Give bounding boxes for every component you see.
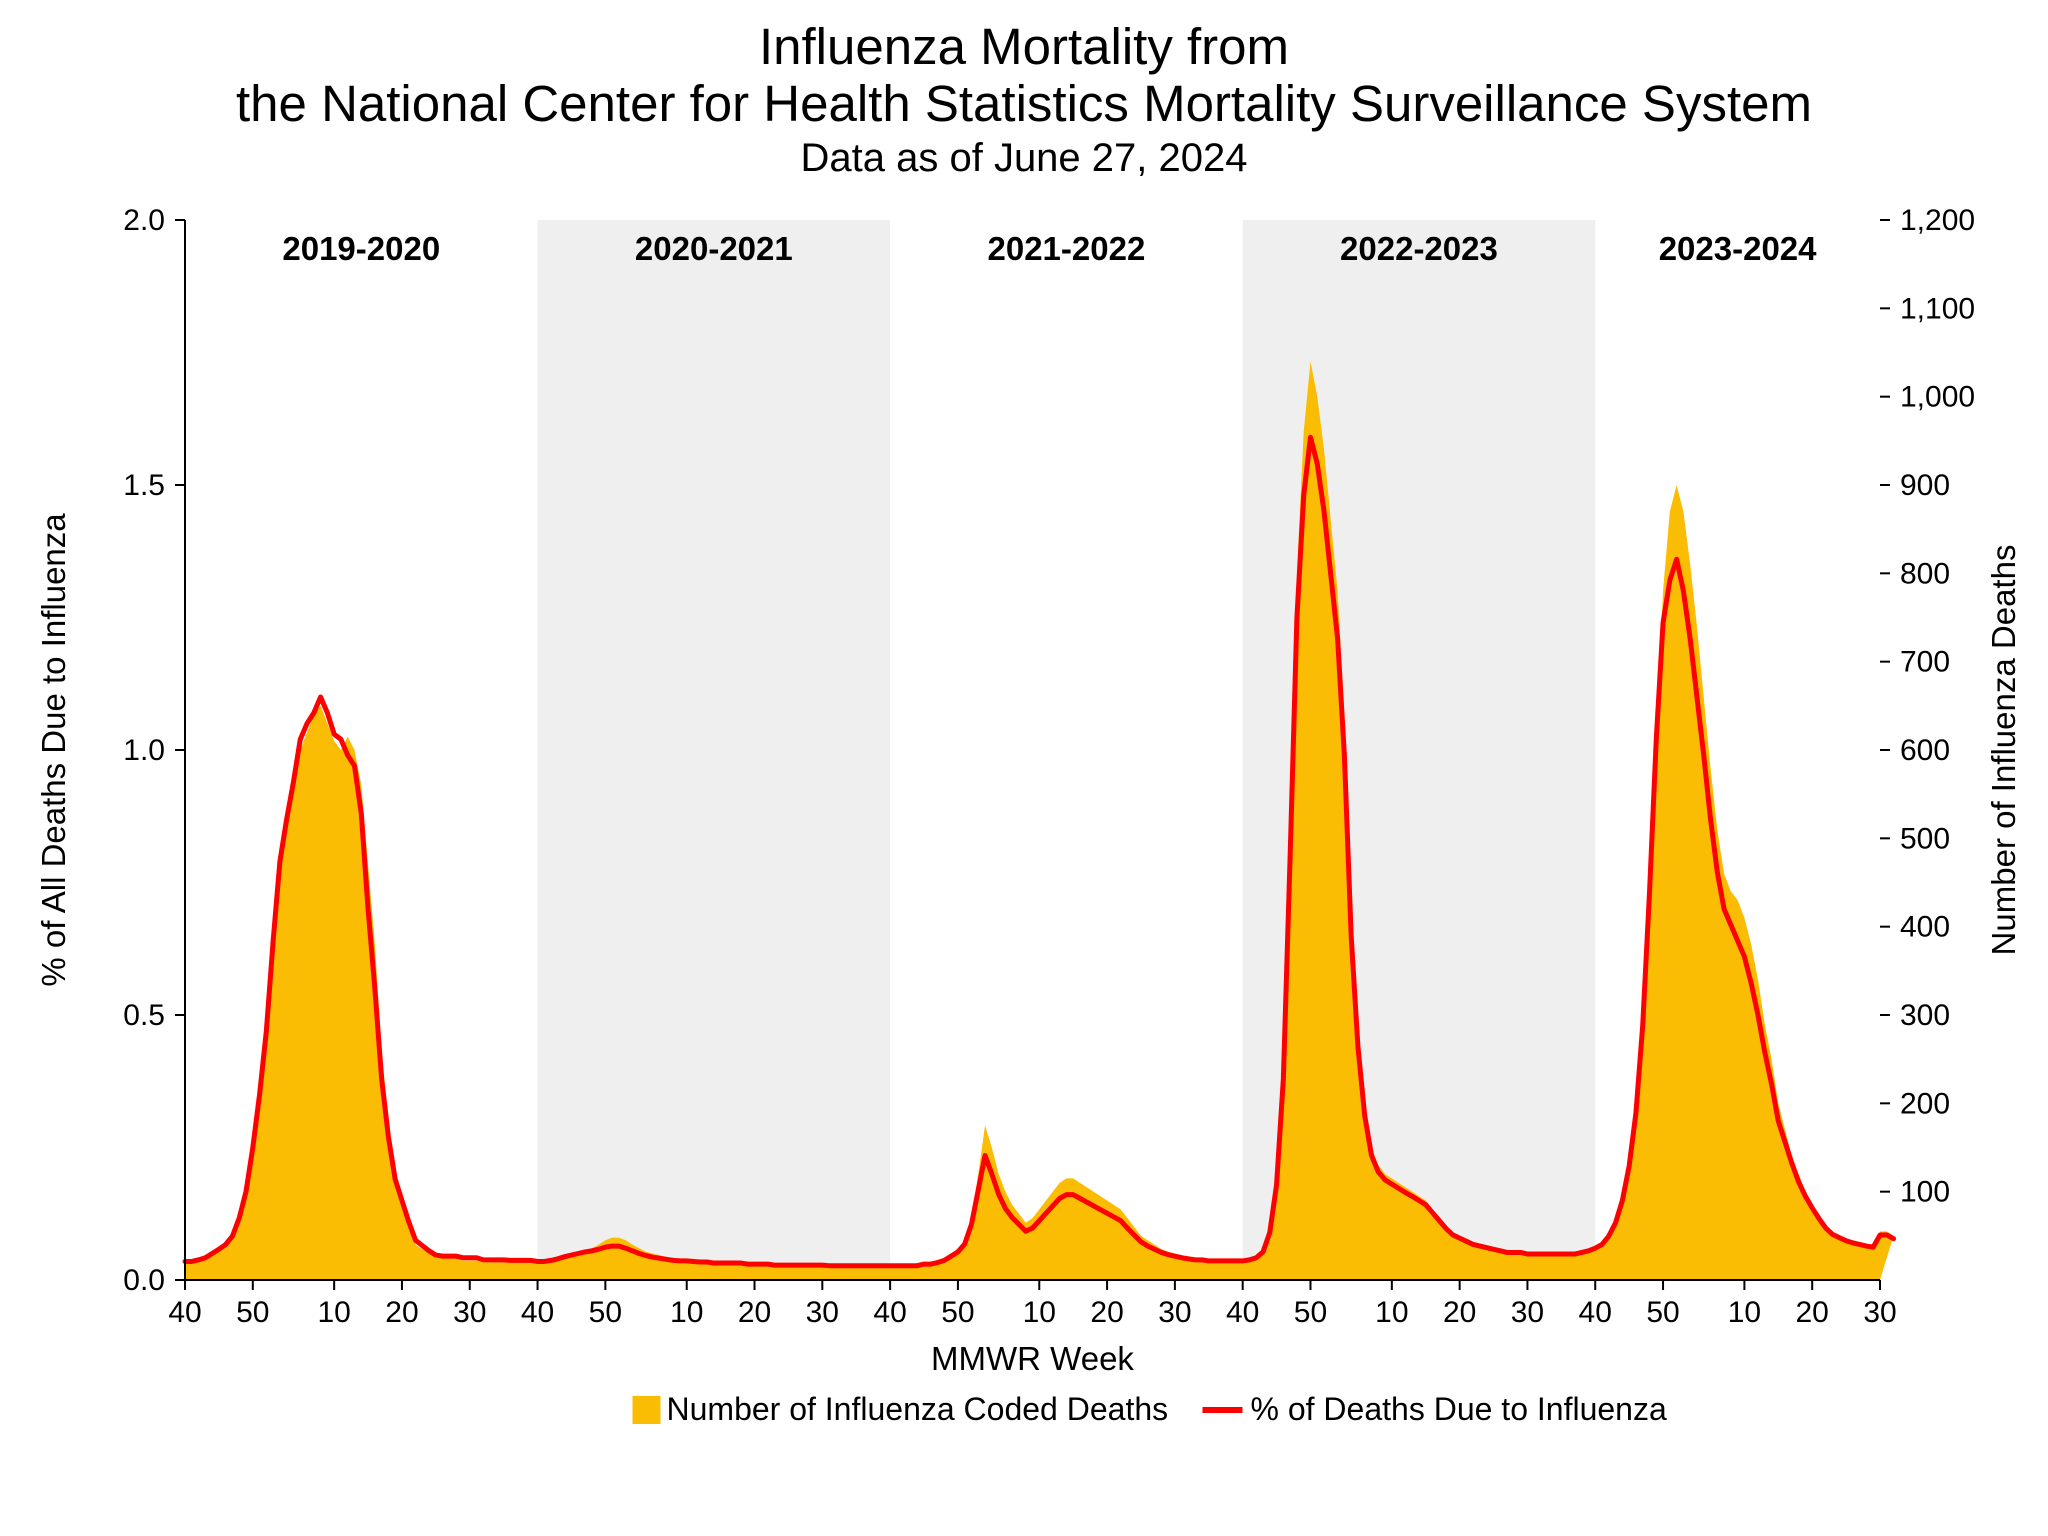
x-tick-label: 30: [1863, 1296, 1896, 1329]
y-right-tick-label: 100: [1900, 1176, 1950, 1209]
x-tick-label: 20: [738, 1296, 771, 1329]
x-tick-label: 50: [941, 1296, 974, 1329]
legend-line-label: % of Deaths Due to Influenza: [1251, 1391, 1667, 1427]
x-tick-label: 30: [453, 1296, 486, 1329]
x-tick-label: 30: [1158, 1296, 1191, 1329]
y-right-tick-label: 1,000: [1900, 381, 1975, 414]
x-tick-label: 10: [1375, 1296, 1408, 1329]
x-tick-label: 10: [670, 1296, 703, 1329]
y-right-tick-label: 700: [1900, 646, 1950, 679]
y-right-tick-label: 900: [1900, 469, 1950, 502]
y-left-tick-label: 1.0: [123, 734, 165, 767]
x-tick-label: 40: [1226, 1296, 1259, 1329]
title-line2: the National Center for Health Statistic…: [0, 75, 2048, 132]
x-tick-label: 50: [236, 1296, 269, 1329]
y-left-tick-label: 2.0: [123, 204, 165, 237]
x-tick-label: 20: [1090, 1296, 1123, 1329]
y-right-tick-label: 1,100: [1900, 292, 1975, 325]
title-line1: Influenza Mortality from: [0, 18, 2048, 75]
y-right-tick-label: 800: [1900, 557, 1950, 590]
x-tick-label: 20: [385, 1296, 418, 1329]
x-tick-label: 10: [1023, 1296, 1056, 1329]
y-left-tick-label: 1.5: [123, 469, 165, 502]
x-tick-label: 40: [873, 1296, 906, 1329]
y-left-tick-label: 0.5: [123, 999, 165, 1032]
chart-area: 0.0 0.5 1.0 1.5 2.0 100 200 300 400 500 600 700 800 9…: [0, 190, 2048, 1450]
y-right-tick-label: 200: [1900, 1087, 1950, 1120]
x-tick-label: 10: [317, 1296, 350, 1329]
season-label: 2021-2022: [987, 230, 1145, 267]
x-tick-label: 40: [521, 1296, 554, 1329]
x-tick-label: 30: [1511, 1296, 1544, 1329]
x-tick-label: 50: [1294, 1296, 1327, 1329]
x-tick-label: 10: [1728, 1296, 1761, 1329]
x-tick-label: 20: [1443, 1296, 1476, 1329]
legend-area-swatch: [633, 1396, 661, 1424]
y-right-tick-label: 600: [1900, 734, 1950, 767]
page: Influenza Mortality from the National Ce…: [0, 0, 2048, 1536]
x-tick-label: 50: [1646, 1296, 1679, 1329]
season-label: 2020-2021: [635, 230, 793, 267]
x-axis-label: MMWR Week: [931, 1340, 1134, 1377]
y-right-axis-label: Number of Influenza Deaths: [1985, 545, 2022, 956]
y-right-tick-label: 300: [1900, 999, 1950, 1032]
area-deaths: [185, 361, 1894, 1280]
season-label: 2022-2023: [1340, 230, 1498, 267]
x-tick-label: 20: [1796, 1296, 1829, 1329]
y-right-tick-label: 400: [1900, 911, 1950, 944]
x-tick-label: 30: [806, 1296, 839, 1329]
x-tick-label: 40: [168, 1296, 201, 1329]
y-left-tick-label: 0.0: [123, 1264, 165, 1297]
titles: Influenza Mortality from the National Ce…: [0, 0, 2048, 181]
season-label: 2019-2020: [282, 230, 440, 267]
chart-svg: 0.0 0.5 1.0 1.5 2.0 100 200 300 400 500 600 700 800 9…: [0, 190, 2048, 1450]
y-right-tick-label: 1,200: [1900, 204, 1975, 237]
season-label: 2023-2024: [1659, 230, 1817, 267]
season-shade: [538, 220, 891, 1280]
legend-area-label: Number of Influenza Coded Deaths: [667, 1391, 1169, 1427]
x-tick-label: 40: [1579, 1296, 1612, 1329]
x-tick-label: 50: [589, 1296, 622, 1329]
y-right-tick-label: 500: [1900, 822, 1950, 855]
y-left-axis-label: % of All Deaths Due to Influenza: [35, 513, 72, 987]
subtitle: Data as of June 27, 2024: [0, 136, 2048, 181]
